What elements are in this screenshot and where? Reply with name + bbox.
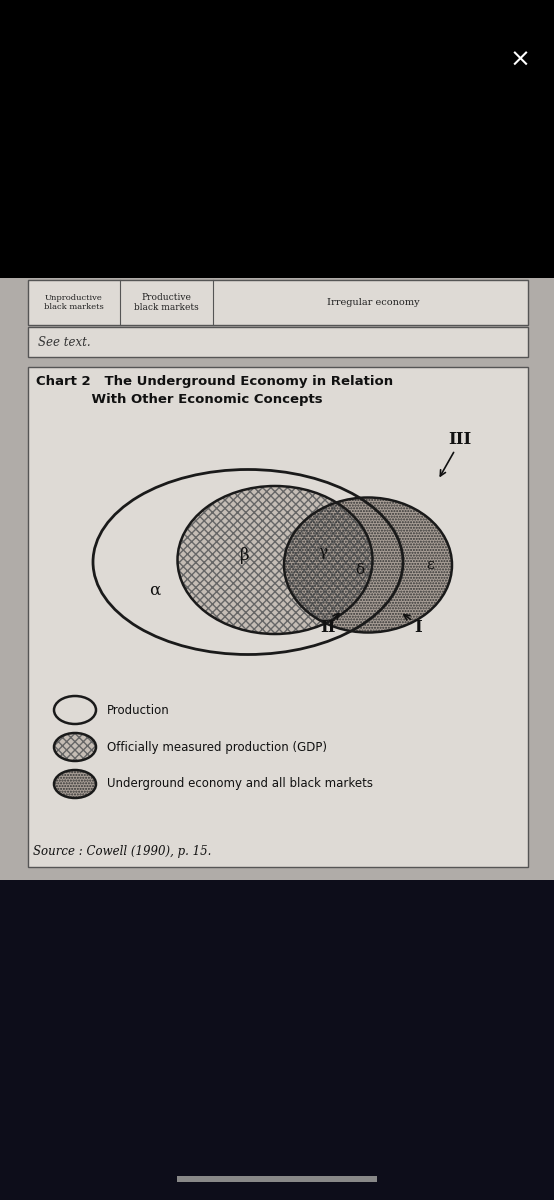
Text: Chart 2   The Underground Economy in Relation: Chart 2 The Underground Economy in Relat…	[36, 376, 393, 389]
Text: Productive
black markets: Productive black markets	[134, 293, 198, 312]
Bar	[0, 278, 554, 882]
Text: See text.: See text.	[38, 336, 91, 348]
Text: Production: Production	[107, 703, 170, 716]
Text: ε: ε	[426, 558, 434, 572]
Ellipse shape	[54, 770, 96, 798]
Bar	[28, 367, 528, 866]
Ellipse shape	[54, 733, 96, 761]
Ellipse shape	[177, 486, 372, 634]
Text: Source : Cowell (1990), p. 15.: Source : Cowell (1990), p. 15.	[33, 846, 212, 858]
Ellipse shape	[284, 498, 452, 632]
Bar	[0, 880, 554, 1200]
Text: I: I	[414, 619, 422, 636]
Text: Underground economy and all black markets: Underground economy and all black market…	[107, 778, 373, 791]
Text: Irregular economy: Irregular economy	[327, 298, 419, 307]
Text: γ: γ	[319, 545, 327, 559]
Bar	[28, 326, 528, 358]
Bar	[177, 1176, 377, 1182]
Text: Unproductive
black markets: Unproductive black markets	[44, 294, 104, 311]
Bar	[0, 0, 554, 270]
Text: III: III	[448, 432, 471, 449]
Ellipse shape	[93, 469, 403, 654]
Text: δ: δ	[356, 563, 365, 577]
Text: β: β	[240, 546, 250, 564]
Text: With Other Economic Concepts: With Other Economic Concepts	[36, 394, 322, 407]
Text: Officially measured production (GDP): Officially measured production (GDP)	[107, 740, 327, 754]
Text: ×: ×	[510, 48, 531, 72]
Text: α: α	[150, 582, 161, 599]
Bar	[28, 280, 528, 325]
Text: II: II	[320, 619, 336, 636]
